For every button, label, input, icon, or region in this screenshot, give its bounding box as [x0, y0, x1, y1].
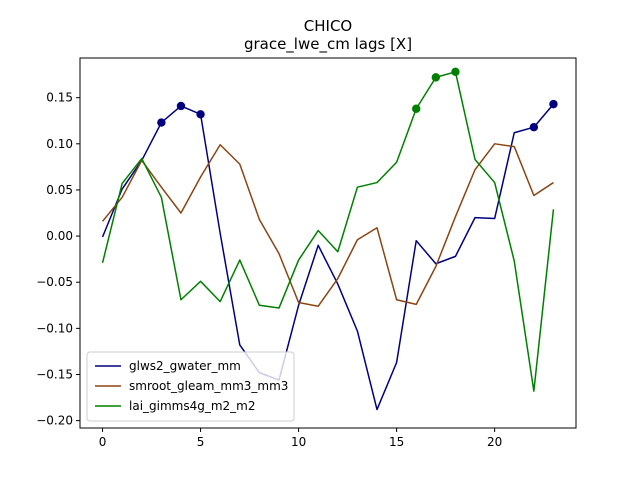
- x-tick-label: 5: [197, 435, 205, 449]
- x-tick-label: 10: [291, 435, 306, 449]
- series-lai_gimms4g_m2_m2: [101, 67, 555, 392]
- series-smroot_gleam_mm3_mm3: [101, 143, 554, 307]
- series-marker: [431, 73, 441, 82]
- series-line: [101, 71, 555, 392]
- series-glws2_gwater_mm: [101, 99, 558, 411]
- series-marker: [451, 67, 460, 77]
- series-marker: [529, 123, 539, 132]
- legend-label: lai_gimms4g_m2_m2: [129, 399, 256, 413]
- chart-title: CHICO: [304, 17, 352, 35]
- series-marker: [549, 99, 558, 109]
- y-tick-label: −0.10: [36, 321, 73, 335]
- series-marker: [196, 110, 205, 119]
- y-tick-label: −0.20: [36, 414, 73, 428]
- y-tick-label: −0.15: [36, 367, 73, 381]
- series-marker: [176, 101, 186, 111]
- axis-ticks: 0 5 10 15 20 −0.20 −0.15 −0.10 −0.05 0.00 0.05 0.10…: [36, 91, 502, 449]
- x-tick-label: 15: [389, 435, 404, 449]
- y-tick-label: −0.05: [36, 275, 73, 289]
- y-tick-label: 0.15: [46, 91, 73, 105]
- y-tick-label: 0.00: [46, 229, 73, 243]
- legend-box: [86, 351, 295, 422]
- legend-label: smroot_gleam_mm3_mm3: [129, 379, 288, 393]
- legend: glws2_gwater_mm smroot_gleam_mm3_mm3 lai_g…: [86, 351, 295, 422]
- series-marker: [412, 104, 421, 113]
- series-line: [101, 143, 554, 307]
- legend-label: glws2_gwater_mm: [129, 359, 241, 373]
- x-tick-label: 0: [99, 435, 107, 449]
- y-tick-label: 0.10: [46, 137, 73, 151]
- x-tick-label: 20: [487, 435, 502, 449]
- series-line: [101, 103, 555, 411]
- chart-subtitle: grace_lwe_cm lags [X]: [244, 35, 412, 54]
- plot-area-frame: [79, 57, 577, 429]
- series-marker: [157, 118, 166, 127]
- y-tick-label: 0.05: [46, 183, 73, 197]
- plot-series: [101, 67, 558, 411]
